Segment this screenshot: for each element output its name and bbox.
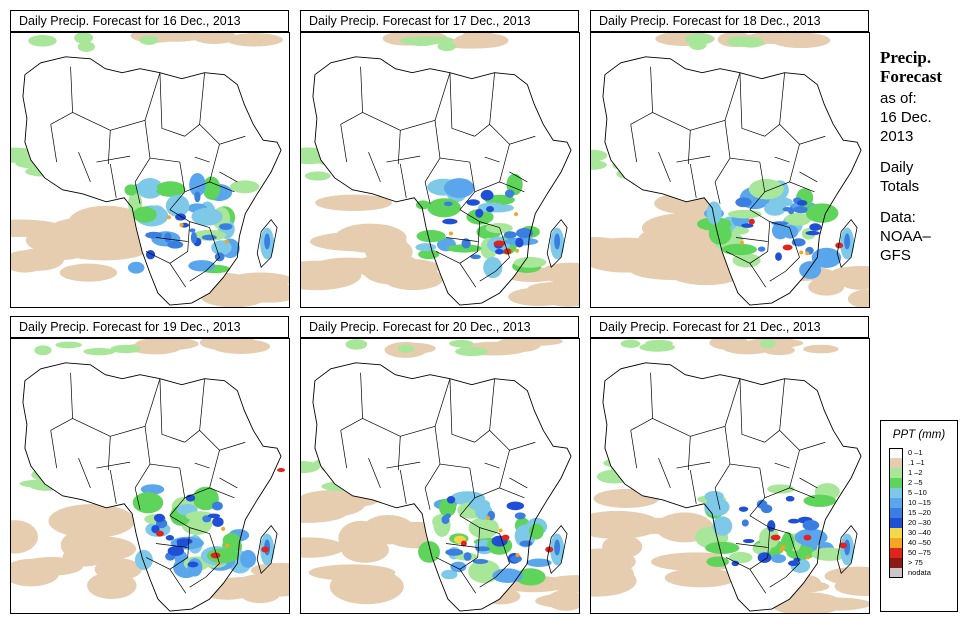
legend-label: 20 –30 bbox=[908, 518, 931, 527]
legend-item: > 75 bbox=[889, 558, 957, 568]
sidebar-title-line1: Precip. bbox=[880, 48, 932, 67]
legend-item: 30 –40 bbox=[889, 528, 957, 538]
map-21-dec bbox=[590, 338, 870, 614]
legend-swatch bbox=[889, 488, 903, 498]
panel-title-20-dec: Daily Precip. Forecast for 20 Dec., 2013 bbox=[300, 316, 579, 338]
legend-item: 50 –75 bbox=[889, 548, 957, 558]
legend-swatch bbox=[889, 558, 903, 568]
legend-label: nodata bbox=[908, 568, 931, 577]
legend-item: 0 –1 bbox=[889, 448, 957, 458]
legend-item: 40 –50 bbox=[889, 538, 957, 548]
legend-item: 15 –20 bbox=[889, 508, 957, 518]
type-line2: Totals bbox=[880, 178, 920, 195]
legend-swatch bbox=[889, 498, 903, 508]
panel-title-19-dec: Daily Precip. Forecast for 19 Dec., 2013 bbox=[10, 316, 289, 338]
legend-item: 20 –30 bbox=[889, 518, 957, 528]
legend-label: 0 –1 bbox=[908, 448, 923, 457]
legend-swatch bbox=[889, 568, 903, 578]
legend-label: 2 –5 bbox=[908, 478, 923, 487]
legend-label: 1 –2 bbox=[908, 468, 923, 477]
legend-label: .1 –1 bbox=[908, 458, 925, 467]
legend-item: nodata bbox=[889, 568, 957, 578]
asof-date-line2: 2013 bbox=[880, 128, 914, 145]
legend-swatch bbox=[889, 478, 903, 488]
sidebar-info: Precip. Forecast as of: 16 Dec. 2013 Dai… bbox=[880, 48, 942, 265]
legend-swatch bbox=[889, 518, 903, 528]
source-line3: GFS bbox=[880, 247, 911, 264]
type-line1: Daily bbox=[880, 159, 914, 176]
panel-title-17-dec: Daily Precip. Forecast for 17 Dec., 2013 bbox=[300, 10, 579, 32]
legend-label: 10 –15 bbox=[908, 498, 931, 507]
map-16-dec bbox=[10, 32, 290, 308]
source-line1: Data: bbox=[880, 209, 916, 226]
legend-swatch bbox=[889, 528, 903, 538]
legend-item: 10 –15 bbox=[889, 498, 957, 508]
asof-label: as of: bbox=[880, 90, 917, 107]
legend-swatch bbox=[889, 458, 903, 468]
legend-item: .1 –1 bbox=[889, 458, 957, 468]
legend-swatch bbox=[889, 468, 903, 478]
legend-label: > 75 bbox=[908, 558, 923, 567]
legend-item: 1 –2 bbox=[889, 468, 957, 478]
legend-item: 2 –5 bbox=[889, 478, 957, 488]
panel-title-18-dec: Daily Precip. Forecast for 18 Dec., 2013 bbox=[590, 10, 869, 32]
legend-swatch bbox=[889, 508, 903, 518]
legend-swatch bbox=[889, 448, 903, 458]
legend-label: 40 –50 bbox=[908, 538, 931, 547]
asof-date-line1: 16 Dec. bbox=[880, 109, 932, 126]
sidebar-title-line2: Forecast bbox=[880, 67, 942, 86]
legend-label: 30 –40 bbox=[908, 528, 931, 537]
legend-label: 5 –10 bbox=[908, 488, 927, 497]
legend-title: PPT (mm) bbox=[892, 429, 946, 441]
legend-label: 15 –20 bbox=[908, 508, 931, 517]
legend-item: 5 –10 bbox=[889, 488, 957, 498]
legend-swatch bbox=[889, 548, 903, 558]
map-19-dec bbox=[10, 338, 290, 614]
map-20-dec bbox=[300, 338, 580, 614]
ppt-legend: PPT (mm) 0 –1.1 –1 1 –2 2 –5 5 –10 10 –15 15 … bbox=[880, 420, 958, 612]
legend-swatch bbox=[889, 538, 903, 548]
map-18-dec bbox=[590, 32, 870, 308]
source-line2: NOAA– bbox=[880, 228, 931, 245]
panel-title-21-dec: Daily Precip. Forecast for 21 Dec., 2013 bbox=[590, 316, 869, 338]
map-17-dec bbox=[300, 32, 580, 308]
legend-label: 50 –75 bbox=[908, 548, 931, 557]
panel-title-16-dec: Daily Precip. Forecast for 16 Dec., 2013 bbox=[10, 10, 289, 32]
